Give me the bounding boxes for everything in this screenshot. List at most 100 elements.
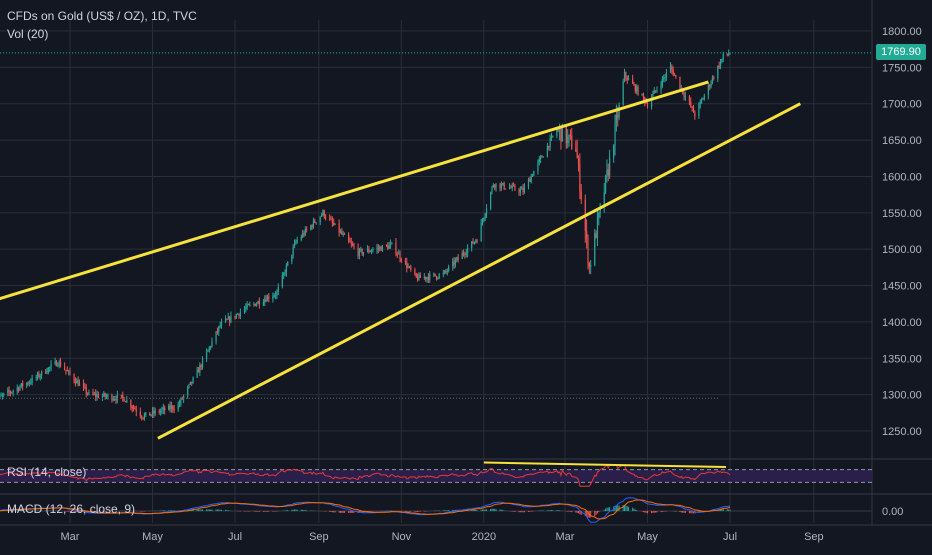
candle-body bbox=[111, 395, 112, 400]
candle-body bbox=[67, 371, 68, 372]
y-tick-label: 1650.00 bbox=[882, 135, 922, 147]
candle-body bbox=[217, 331, 218, 332]
candle-body bbox=[594, 233, 595, 265]
candle-body bbox=[283, 273, 284, 275]
candle-body bbox=[11, 392, 12, 393]
candle-body bbox=[633, 84, 634, 85]
candle-body bbox=[528, 179, 529, 187]
candle-body bbox=[539, 159, 540, 162]
rsi-label: RSI (14, close) bbox=[7, 465, 86, 479]
candle-body bbox=[272, 296, 273, 298]
candle-body bbox=[117, 395, 118, 400]
candle-body bbox=[420, 275, 421, 278]
candle-body bbox=[22, 383, 23, 386]
candle-body bbox=[513, 186, 514, 187]
candle-body bbox=[145, 412, 146, 415]
candle-body bbox=[698, 104, 699, 116]
rsi-band bbox=[0, 470, 872, 483]
candle-body bbox=[613, 145, 614, 157]
candle-body bbox=[134, 408, 135, 409]
candle-body bbox=[228, 317, 229, 319]
candle-body bbox=[191, 382, 192, 383]
candle-body bbox=[322, 211, 323, 215]
candle-body bbox=[570, 135, 571, 136]
candle-body bbox=[78, 380, 79, 385]
candle-body bbox=[728, 54, 729, 55]
candle-body bbox=[291, 255, 292, 262]
candle-body bbox=[556, 129, 557, 135]
candle-body bbox=[7, 390, 8, 393]
candle-body bbox=[512, 186, 513, 188]
candle-body bbox=[666, 72, 667, 77]
candle-body bbox=[704, 95, 705, 99]
candle-body bbox=[46, 372, 47, 373]
candle-body bbox=[386, 245, 387, 246]
candle-body bbox=[113, 399, 114, 400]
candle-body bbox=[225, 319, 226, 322]
candle-body bbox=[88, 392, 89, 394]
candle-body bbox=[660, 86, 661, 90]
candle-body bbox=[467, 248, 468, 253]
candle-body bbox=[671, 66, 672, 70]
candle-body bbox=[3, 393, 4, 395]
y-tick-label: 1350.00 bbox=[882, 353, 922, 365]
candles bbox=[0, 49, 731, 420]
candle-body bbox=[577, 151, 578, 158]
candle-body bbox=[164, 408, 165, 411]
candle-body bbox=[32, 378, 33, 383]
candle-body bbox=[160, 411, 161, 412]
candle-body bbox=[636, 87, 637, 92]
candle-body bbox=[94, 394, 95, 395]
y-tick-label: 1750.00 bbox=[882, 62, 922, 74]
candle-body bbox=[188, 384, 189, 387]
y-tick-label: 1800.00 bbox=[882, 26, 922, 38]
candle-body bbox=[466, 253, 467, 254]
candle-body bbox=[547, 146, 548, 157]
candle-body bbox=[586, 231, 587, 238]
candle-body bbox=[27, 383, 28, 384]
candle-body bbox=[560, 128, 561, 142]
candle-body bbox=[26, 383, 27, 386]
candle-body bbox=[102, 396, 103, 398]
y-tick-label: 1700.00 bbox=[882, 99, 922, 111]
candle-body bbox=[144, 415, 145, 419]
candle-body bbox=[405, 261, 406, 262]
candle-body bbox=[149, 412, 150, 415]
candle-body bbox=[532, 176, 533, 177]
candle-body bbox=[655, 90, 656, 91]
candle-body bbox=[647, 103, 648, 107]
candle-body bbox=[106, 396, 107, 397]
candle-body bbox=[418, 275, 419, 280]
candle-body bbox=[182, 398, 183, 399]
candle-body bbox=[409, 267, 410, 268]
candle-body bbox=[57, 365, 58, 366]
candle-body bbox=[380, 247, 381, 251]
candle-body bbox=[509, 188, 510, 189]
candle-body bbox=[320, 217, 321, 223]
candle-body bbox=[439, 274, 440, 278]
candle-body bbox=[132, 407, 133, 408]
candle-body bbox=[656, 90, 657, 91]
candle-body bbox=[126, 400, 127, 402]
candle-body bbox=[533, 171, 534, 176]
candle-body bbox=[723, 54, 724, 59]
candle-body bbox=[551, 136, 552, 138]
y-tick-label: 1550.00 bbox=[882, 208, 922, 220]
candle-body bbox=[571, 136, 572, 149]
candle-body bbox=[278, 287, 279, 292]
candle-body bbox=[114, 399, 115, 400]
candle-body bbox=[367, 249, 368, 252]
candle-body bbox=[491, 187, 492, 192]
candle-body bbox=[202, 359, 203, 367]
candle-body bbox=[471, 241, 472, 248]
candle-body bbox=[136, 409, 137, 411]
candle-body bbox=[552, 136, 553, 137]
candle-body bbox=[444, 271, 445, 273]
candle-body bbox=[476, 241, 477, 242]
candle-body bbox=[578, 158, 579, 164]
candle-body bbox=[608, 170, 609, 176]
candle-body bbox=[353, 245, 354, 247]
candle-body bbox=[518, 190, 519, 193]
